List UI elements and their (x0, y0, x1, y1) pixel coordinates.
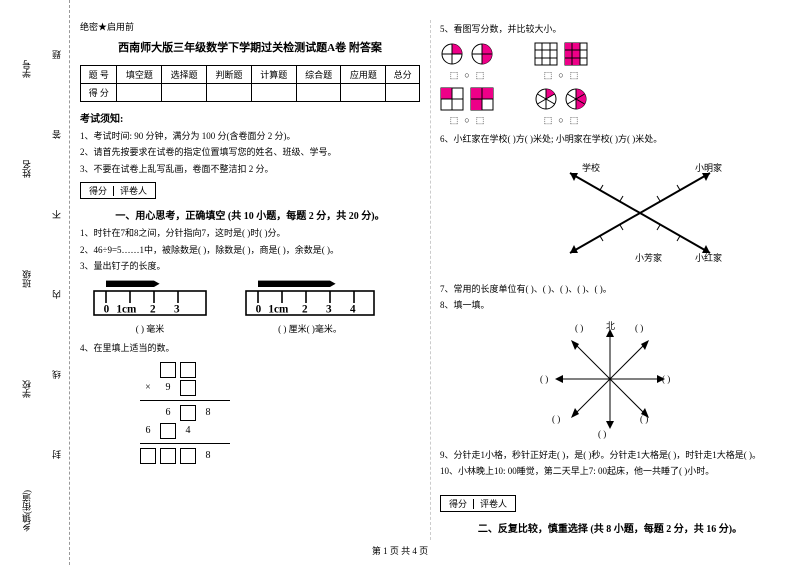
q5: 5、看图写分数，并比较大小。 (440, 22, 780, 36)
dash-5: 答 (50, 130, 63, 139)
page-footer: 第 1 页 共 4 页 (0, 544, 800, 557)
right-column: 5、看图写分数，并比较大小。 ⬚○⬚ ⬚○⬚ (440, 20, 780, 539)
section1-title: 一、用心思考，正确填空 (共 10 小题，每题 2 分，共 20 分)。 (80, 207, 420, 222)
q6: 6、小红家在学校( )方( )米处; 小明家在学校( )方( )米处。 (440, 132, 780, 146)
q7: 7、常用的长度单位有( )、( )、( )、( )、( )。 (440, 282, 780, 296)
sidebar-id: 学号 (20, 60, 33, 78)
svg-text:( ): ( ) (635, 323, 643, 333)
fraction-grids: ⬚○⬚ (534, 42, 588, 81)
svg-text:小明家: 小明家 (695, 162, 722, 173)
q1: 1、时针在7和8之间，分针指向7，这时是( )时( )分。 (80, 226, 420, 240)
fraction-pies: ⬚○⬚ (534, 87, 588, 126)
svg-text:小芳家: 小芳家 (635, 252, 662, 263)
exam-title: 西南师大版三年级数学下学期过关检测试题A卷 附答案 (80, 39, 420, 55)
svg-text:学校: 学校 (582, 162, 600, 173)
col-header: 综合题 (296, 66, 341, 84)
binding-sidebar: 乡镇(街道) 学校 班级 姓名 学号 封 线 内 不 答 题 (0, 0, 70, 565)
svg-text:3: 3 (174, 304, 180, 316)
svg-text:4: 4 (350, 304, 356, 316)
ruler1-label: ( ) 毫米 (80, 322, 220, 335)
dash-3: 内 (50, 290, 63, 299)
notice-1: 1、考试时间: 90 分钟，满分为 100 分(含卷面分 2 分)。 (80, 129, 420, 143)
grader-box-2: 得分评卷人 (440, 495, 516, 512)
q9: 9、分针走1小格，秒针正好走( )，是( )秒。分针走1大格是( )，时针走1大… (440, 448, 780, 462)
dash-2: 线 (50, 370, 63, 379)
score-label: 得分 (83, 186, 114, 196)
svg-text:( ): ( ) (575, 323, 583, 333)
ruler2-label: ( ) 厘米( )毫米。 (240, 322, 380, 335)
svg-text:( ): ( ) (552, 414, 560, 424)
col-header: 判断题 (207, 66, 252, 84)
left-column: 绝密★启用前 西南师大版三年级数学下学期过关检测试题A卷 附答案 题 号 填空题… (80, 20, 420, 539)
notice-head: 考试须知: (80, 110, 420, 125)
sidebar-class: 班级 (20, 270, 33, 288)
ruler-2: 0 1cm 2 3 4 ( ) 厘米( )毫米。 (240, 279, 380, 335)
grader-label: 评卷人 (114, 186, 153, 196)
dash-1: 封 (50, 450, 63, 459)
svg-text:小红家: 小红家 (695, 252, 722, 263)
dash-4: 不 (50, 210, 63, 219)
score-label: 得分 (443, 499, 474, 509)
sidebar-name: 姓名 (20, 160, 33, 178)
svg-text:( ): ( ) (662, 374, 670, 384)
grader-box: 得分评卷人 (80, 182, 156, 199)
svg-text:1cm: 1cm (116, 304, 137, 316)
svg-text:北: 北 (606, 321, 615, 331)
multiplication-problem: ×9 68 64 8 (140, 362, 420, 464)
col-header: 选择题 (162, 66, 207, 84)
col-header: 应用题 (341, 66, 386, 84)
svg-text:2: 2 (150, 304, 156, 316)
notice-2: 2、请首先按要求在试卷的指定位置填写您的姓名、班级、学号。 (80, 145, 420, 159)
dash-6: 题 (50, 50, 63, 59)
col-header: 总分 (386, 66, 420, 84)
fraction-squares: ⬚○⬚ (440, 87, 494, 126)
q4: 4、在里填上适当的数。 (80, 341, 420, 355)
ruler-1: 0 1cm 2 3 ( ) 毫米 (80, 279, 220, 335)
secrecy-header: 绝密★启用前 (80, 20, 420, 33)
svg-text:0: 0 (256, 304, 262, 316)
grader-label: 评卷人 (474, 499, 513, 509)
svg-text:( ): ( ) (640, 414, 648, 424)
svg-text:( ): ( ) (540, 374, 548, 384)
q8: 8、填一填。 (440, 298, 780, 312)
row-label: 得 分 (81, 84, 117, 102)
compass-diagram: ( ) 北 ( ) ( ) ( ) ( ) ( ) ( ) (540, 319, 680, 442)
svg-text:1cm: 1cm (268, 304, 289, 316)
sidebar-school: 学校 (20, 380, 33, 398)
svg-text:( ): ( ) (598, 429, 606, 439)
svg-text:0: 0 (104, 304, 110, 316)
col-header: 计算题 (251, 66, 296, 84)
q3: 3、量出钉子的长度。 (80, 259, 420, 273)
svg-text:3: 3 (326, 304, 332, 316)
map-diagram: 学校 小明家 小芳家 小红家 (540, 153, 680, 276)
col-header: 题 号 (81, 66, 117, 84)
q2: 2、46÷9=5……1中，被除数是( )，除数是( )，商是( )，余数是( )… (80, 243, 420, 257)
section2-title: 二、反复比较，慎重选择 (共 8 小题，每题 2 分，共 16 分)。 (440, 520, 780, 535)
notice-3: 3、不要在试卷上乱写乱画，卷面不整洁扣 2 分。 (80, 162, 420, 176)
fraction-circles: ⬚○⬚ (440, 42, 494, 81)
q10: 10、小林晚上10: 00睡觉，第二天早上7: 00起床，他一共睡了( )小时。 (440, 464, 780, 478)
score-table: 题 号 填空题 选择题 判断题 计算题 综合题 应用题 总分 得 分 (80, 65, 420, 102)
sidebar-township: 乡镇(街道) (20, 490, 33, 532)
col-header: 填空题 (117, 66, 162, 84)
svg-text:2: 2 (302, 304, 308, 316)
